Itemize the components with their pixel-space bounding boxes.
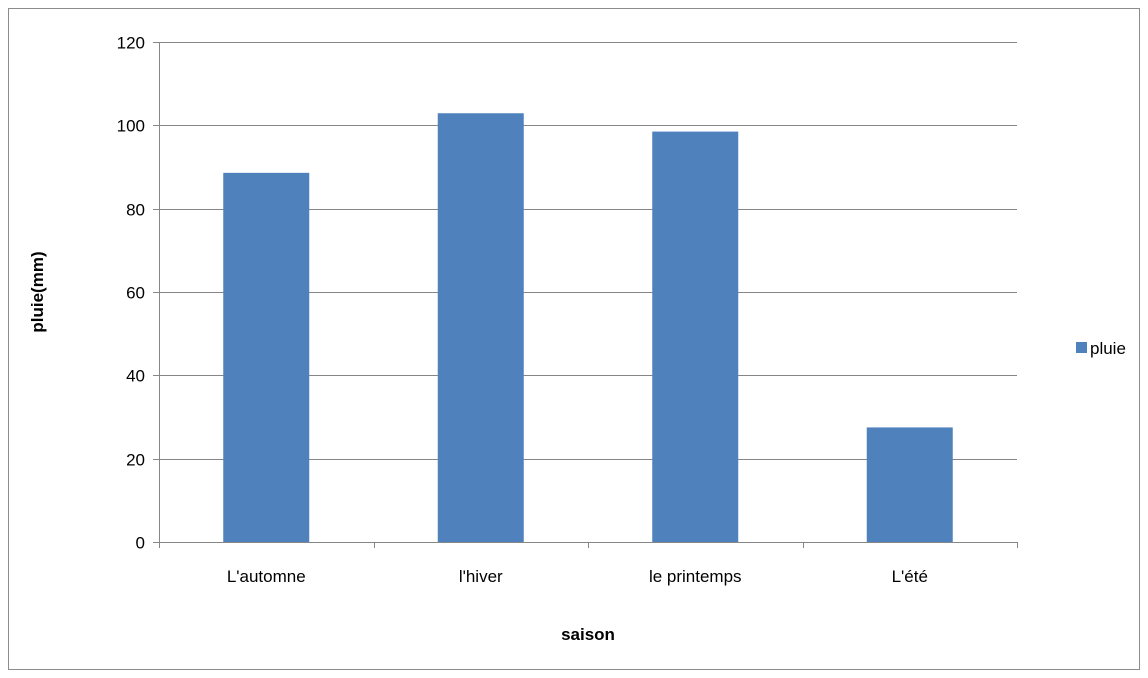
x-axis-title: saison	[561, 625, 615, 644]
tick-labels: 0 20 40 60 80 100 120 L'automne l'hiver le printe…	[117, 34, 928, 587]
x-tick-label: l'hiver	[459, 567, 503, 586]
y-axis-title: pluie(mm)	[28, 251, 47, 332]
y-tick-label: 40	[126, 367, 145, 386]
axes	[153, 42, 1018, 548]
x-tick-label: L'été	[892, 567, 928, 586]
y-tick-label: 80	[126, 201, 145, 220]
y-tick-label: 0	[136, 534, 145, 553]
legend: pluie	[1076, 339, 1126, 358]
y-tick-label: 20	[126, 451, 145, 470]
bar	[652, 131, 739, 542]
legend-label: pluie	[1090, 339, 1126, 358]
x-tick-label: le printemps	[649, 567, 742, 586]
x-tick-label: L'automne	[227, 567, 306, 586]
bar-chart: 0 20 40 60 80 100 120 L'automne l'hiver le printe…	[28, 34, 1126, 645]
legend-swatch	[1076, 342, 1087, 353]
bar	[866, 427, 953, 542]
bar	[437, 113, 524, 542]
bar	[223, 172, 310, 543]
bars	[223, 113, 953, 543]
chart-frame: 0 20 40 60 80 100 120 L'automne l'hiver le printe…	[8, 8, 1140, 670]
y-tick-label: 120	[117, 34, 145, 53]
y-tick-label: 100	[117, 117, 145, 136]
y-tick-label: 60	[126, 284, 145, 303]
